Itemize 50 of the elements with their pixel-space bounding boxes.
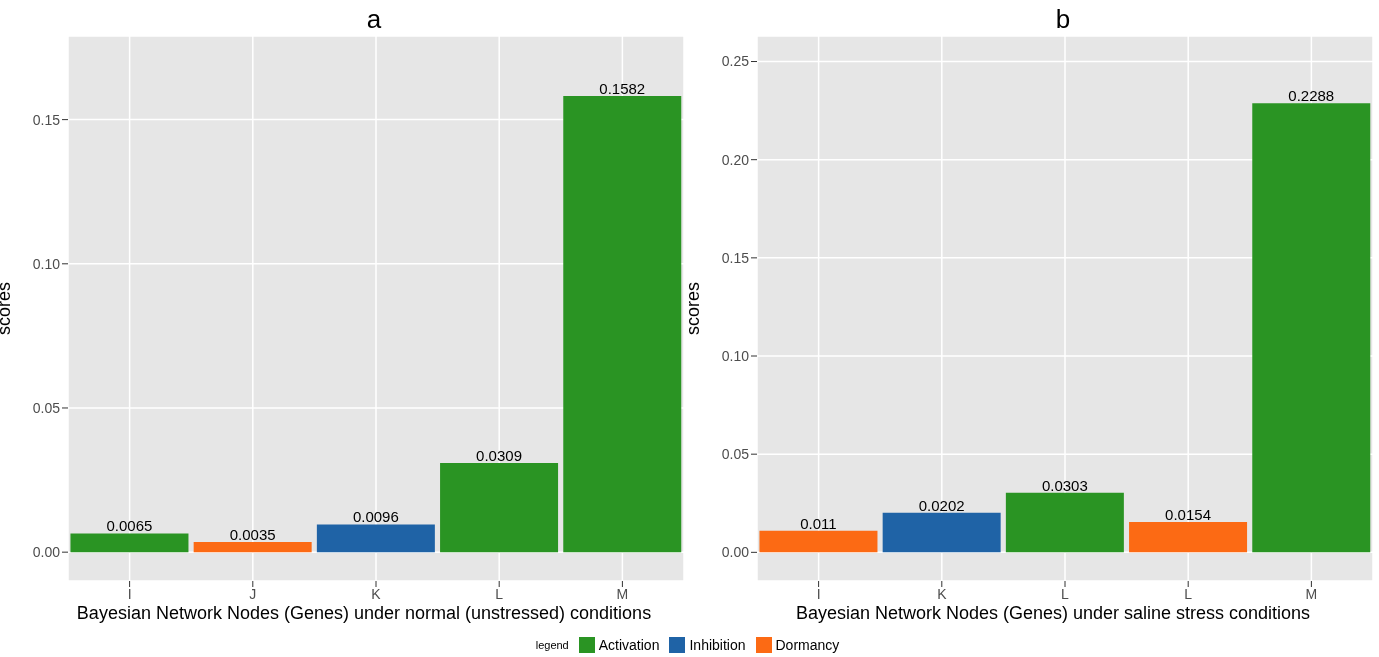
y-tick-label: 0.15 (721, 249, 750, 266)
data-label: 0.2288 (1288, 87, 1335, 105)
bar (882, 512, 1001, 553)
data-label: 0.0065 (106, 517, 153, 535)
data-label: 0.1582 (599, 79, 646, 97)
data-label: 0.011 (800, 514, 837, 532)
y-tick-label: 0.05 (32, 399, 61, 416)
y-axis-title: scores (683, 281, 704, 336)
data-label: 0.0309 (476, 447, 523, 465)
legend-label: Activation (598, 637, 660, 653)
x-tick-label: L (495, 585, 504, 602)
x-tick-label: L (1061, 585, 1070, 602)
y-tick-label: 0.00 (721, 544, 750, 561)
bar (70, 533, 189, 553)
y-tick-label: 0.10 (721, 347, 750, 364)
y-tick-label: 0.10 (32, 255, 61, 272)
x-tick-label: M (1305, 585, 1318, 602)
chart-title: b (1054, 4, 1072, 35)
y-tick-label: 0.25 (721, 53, 750, 70)
x-tick-label: M (616, 585, 629, 602)
x-tick-label: J (249, 585, 257, 602)
data-label: 0.0154 (1165, 506, 1212, 524)
y-tick-label: 0.00 (32, 544, 61, 561)
bar (1129, 522, 1248, 553)
bar (1005, 492, 1124, 553)
x-axis-title: Bayesian Network Nodes (Genes) under normal (unstressed) conditions (75, 603, 653, 624)
data-label: 0.0202 (918, 496, 965, 514)
data-label: 0.0035 (229, 526, 276, 544)
x-tick-label: I (127, 585, 132, 602)
x-tick-label: I (816, 585, 821, 602)
legend-label: Inhibition (689, 637, 746, 653)
bar (193, 542, 312, 553)
x-tick-label: K (371, 585, 382, 602)
y-axis-title: scores (0, 281, 15, 336)
legend-title: legend (535, 639, 569, 651)
bar (563, 95, 682, 553)
data-label: 0.0096 (352, 508, 399, 526)
y-tick-label: 0.15 (32, 111, 61, 128)
y-tick-label: 0.20 (721, 151, 750, 168)
data-label: 0.0303 (1041, 476, 1088, 494)
x-tick-label: K (937, 585, 948, 602)
chart-title: a (365, 4, 383, 35)
bar (316, 524, 435, 553)
bar (1252, 103, 1371, 553)
bar (440, 463, 559, 553)
legend-label: Dormancy (775, 637, 840, 653)
x-tick-label: L (1184, 585, 1193, 602)
bar (759, 530, 878, 553)
x-axis-title: Bayesian Network Nodes (Genes) under saline stress conditions (794, 603, 1312, 624)
y-tick-label: 0.05 (721, 446, 750, 463)
